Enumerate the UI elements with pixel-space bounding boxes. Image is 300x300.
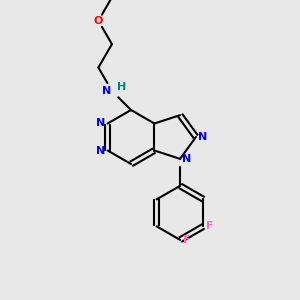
Text: F: F <box>206 221 214 231</box>
Text: N: N <box>96 118 106 128</box>
Text: H: H <box>117 82 126 92</box>
Text: O: O <box>94 16 103 26</box>
Text: F: F <box>183 235 190 245</box>
Text: N: N <box>182 154 191 164</box>
Text: N: N <box>96 146 106 155</box>
Text: N: N <box>198 132 207 142</box>
Text: N: N <box>102 86 111 96</box>
